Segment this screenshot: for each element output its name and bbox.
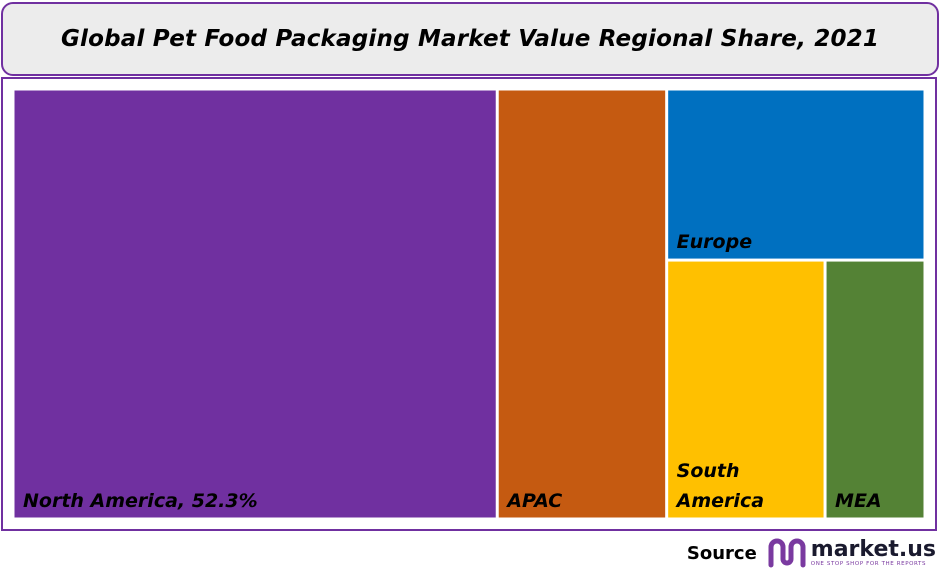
market-us-logo-icon (768, 538, 806, 568)
brand-tagline: ONE STOP SHOP FOR THE REPORTS (810, 560, 927, 567)
tile-label-europe: Europe (677, 231, 753, 253)
brand-name: market.us (810, 536, 936, 562)
source-attribution: Source market.us ONE STOP SHOP FOR THE R… (687, 536, 936, 570)
tile-apac (498, 90, 666, 518)
tile-label-north-america: North America, 52.3% (23, 490, 258, 512)
treemap-chart: North America, 52.3% APAC Europe South Ameri… (14, 90, 924, 518)
tile-mea (826, 261, 924, 518)
tile-label-apac: APAC (505, 490, 562, 512)
tile-label-south-america: South America (675, 460, 764, 512)
tile-label-mea: MEA (835, 490, 882, 512)
tile-europe (668, 90, 924, 259)
source-label: Source (686, 542, 757, 564)
treemap-frame: North America, 52.3% APAC Europe South Ameri… (1, 77, 937, 531)
chart-title: Global Pet Food Packaging Market Value R… (60, 26, 880, 52)
tile-south-america (668, 261, 824, 518)
chart-title-box: Global Pet Food Packaging Market Value R… (1, 2, 939, 76)
tile-north-america (14, 90, 496, 518)
logo-text: market.us ONE STOP SHOP FOR THE REPORTS (810, 536, 936, 568)
